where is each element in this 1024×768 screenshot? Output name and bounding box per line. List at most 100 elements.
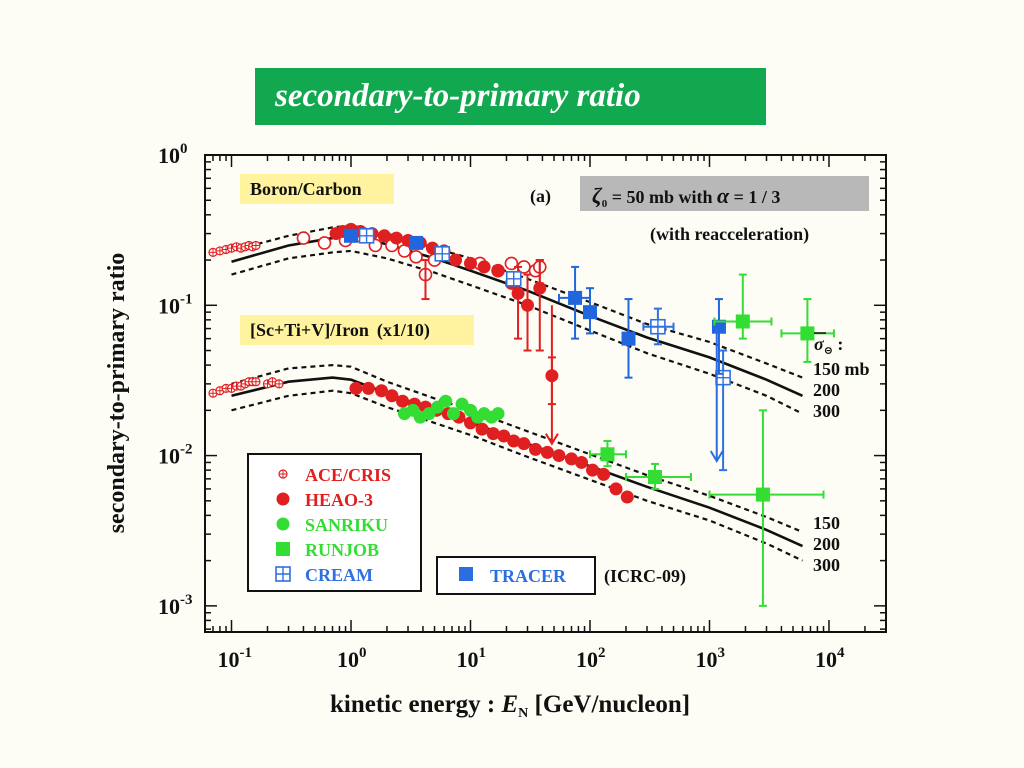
data-point	[621, 331, 636, 346]
alpha-symbol: α	[717, 183, 730, 208]
data-point-cross	[506, 271, 521, 286]
data-point	[449, 253, 463, 267]
x-tick-label: 102	[576, 645, 606, 672]
model-curve	[231, 389, 803, 562]
param-value: = 50 mb with	[607, 187, 717, 207]
data-point	[389, 231, 403, 245]
data-point	[446, 407, 460, 421]
data-point	[586, 463, 600, 477]
data-point	[475, 422, 489, 436]
iron-scale-text: (x1/10)	[377, 320, 430, 341]
data-point	[711, 319, 726, 334]
data-point	[385, 389, 399, 403]
x-axis-subscript: N	[518, 706, 528, 721]
sigma-subscript: ⊝	[824, 345, 833, 357]
data-point	[276, 517, 290, 531]
sigma-symbol: σ	[814, 334, 825, 354]
data-point	[409, 235, 424, 250]
data-point	[349, 381, 363, 395]
data-point	[276, 492, 290, 506]
bc-label: Boron/Carbon	[250, 179, 362, 199]
x-tick-labels: 10-1 100 101 102 103 104	[218, 645, 845, 672]
plot-frame	[204, 154, 887, 633]
data-point-cross	[275, 379, 284, 388]
bc-label-box	[240, 174, 394, 204]
y-tick-label: 10-3	[158, 592, 193, 619]
iron-label-box	[240, 315, 474, 345]
x-tick-label: 100	[337, 645, 367, 672]
legend-label: HEAO-3	[305, 490, 373, 510]
data-point	[377, 229, 391, 243]
data-point-cross	[251, 241, 260, 250]
sigma-label: σ⊝ :	[814, 334, 843, 357]
legend-label: RUNJOB	[305, 540, 379, 560]
y-tick-labels: 100 10-1 10-2 10-3	[158, 141, 193, 619]
data-point-cross	[435, 246, 450, 261]
iron-curve-label-300: 300	[813, 555, 840, 575]
zeta-subscript: 0	[602, 198, 608, 210]
icrc-text: (ICRC-09)	[604, 566, 686, 587]
data-point	[521, 298, 535, 312]
bc-curve-label-200: 200	[813, 380, 840, 400]
data-point	[582, 305, 597, 320]
data-point-cross	[209, 389, 217, 398]
data-point	[517, 437, 531, 451]
data-point	[540, 445, 554, 459]
legend-label: SANRIKU	[305, 515, 388, 535]
param-text: ζ0 = 50 mb with α = 1 / 3	[592, 183, 780, 210]
data-point	[491, 407, 505, 421]
data-point	[477, 260, 491, 274]
y-tick-label: 10-1	[158, 291, 193, 318]
data-point	[375, 384, 389, 398]
reaccel-note: (with reacceleration)	[650, 224, 809, 245]
upper-limit-arrowhead	[709, 450, 724, 463]
data-point-cross	[716, 370, 731, 385]
icrc-label: (ICRC-09)	[604, 566, 686, 587]
y-tick-label: 10-2	[158, 442, 193, 469]
data-point	[497, 429, 511, 443]
model-curve	[231, 363, 803, 534]
data-point	[317, 236, 332, 250]
data-point	[409, 250, 423, 264]
tracer-legend-marker	[459, 567, 473, 581]
param-box	[580, 176, 869, 211]
data-point	[597, 467, 611, 481]
iron-curve-label-200: 200	[813, 534, 840, 554]
data-point	[276, 542, 290, 556]
legend-items: ACE/CRIS HEAO-3 SANRIKU RUNJOB CREAM	[275, 465, 391, 585]
model-curve	[231, 249, 803, 415]
slide-title: secondary-to-primary ratio	[275, 78, 641, 114]
legend-label: CREAM	[305, 565, 373, 585]
data-point-cross	[279, 470, 287, 478]
alpha-value: = 1 / 3	[729, 187, 780, 207]
data-point	[396, 394, 410, 408]
x-axis-prefix: kinetic energy :	[330, 691, 501, 718]
x-tick-label: 103	[695, 645, 725, 672]
data-point	[486, 427, 500, 441]
bc-curve-label-300: 300	[813, 401, 840, 421]
data-point	[511, 286, 525, 300]
data-point	[344, 228, 359, 243]
x-tick-label: 104	[815, 645, 845, 672]
data-point	[507, 434, 521, 448]
y-axis-title: secondary-to-primary ratio	[104, 253, 130, 534]
x-tick-label: 10-1	[218, 645, 253, 672]
y-tick-label: 100	[158, 141, 188, 168]
x-axis-title: kinetic energy : EN [GeV/nucleon]	[330, 691, 690, 721]
sigma-colon: :	[833, 334, 844, 354]
iron-label-text: [Sc+Ti+V]/Iron	[250, 320, 369, 340]
data-point	[296, 231, 311, 245]
data-point	[491, 264, 505, 278]
x-axis-symbol: E	[500, 691, 518, 718]
data-point-cross	[276, 567, 290, 581]
legend-label: ACE/CRIS	[305, 465, 391, 485]
data-point	[361, 381, 375, 395]
tracer-legend-label: TRACER	[490, 566, 567, 586]
panel-label: (a)	[530, 186, 551, 207]
iron-label: [Sc+Ti+V]/Iron (x1/10)	[250, 320, 430, 341]
data-point	[464, 256, 478, 270]
x-tick-label: 101	[457, 645, 487, 672]
data-point	[620, 490, 634, 504]
data-point	[575, 455, 589, 469]
